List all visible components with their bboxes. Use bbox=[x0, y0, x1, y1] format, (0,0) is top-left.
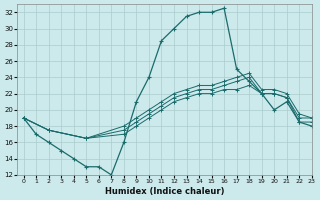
X-axis label: Humidex (Indice chaleur): Humidex (Indice chaleur) bbox=[105, 187, 224, 196]
